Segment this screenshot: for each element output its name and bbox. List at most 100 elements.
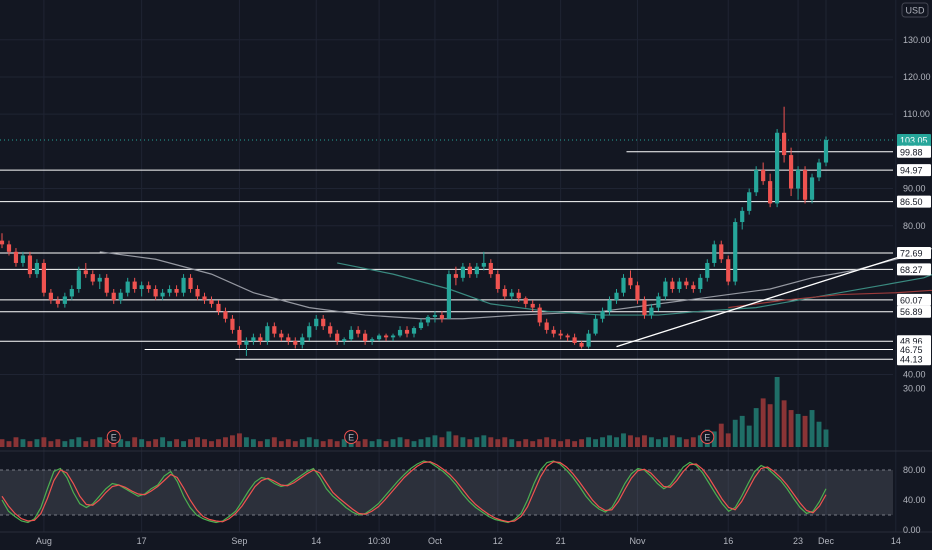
candle-body <box>788 155 794 189</box>
candle-body <box>265 326 270 342</box>
price-label-text: 94.97 <box>900 166 923 176</box>
stoch-d-line <box>1 461 827 523</box>
volume-bar <box>229 435 235 447</box>
candle-body <box>733 222 738 282</box>
time-tick-label: Oct <box>428 536 443 546</box>
volume-bar <box>299 439 305 447</box>
trend-line <box>616 253 910 348</box>
candle-body <box>335 333 340 342</box>
volume-bar <box>621 433 626 447</box>
volume-bar <box>334 441 340 447</box>
candle-body <box>195 289 200 297</box>
volume-bar <box>809 410 815 447</box>
trendline[interactable] <box>616 253 910 348</box>
candle-body <box>719 244 724 260</box>
time-tick-label: 10:30 <box>368 536 391 546</box>
volume-bar <box>76 437 82 447</box>
candle-body <box>132 281 137 289</box>
volume-bar <box>446 431 452 447</box>
candle-body <box>160 292 165 297</box>
candle-body <box>579 342 584 347</box>
volume-bar <box>579 439 585 447</box>
candle-body <box>809 177 815 200</box>
volume-bar <box>739 415 745 447</box>
price-tick-label: 120.00 <box>903 72 931 82</box>
oscillator-tick-label: 0.00 <box>903 525 921 535</box>
currency-label: USD <box>905 6 925 16</box>
volume-bar <box>327 439 333 447</box>
volume-bar <box>718 423 724 447</box>
price-label-box <box>897 164 931 177</box>
volume-bar <box>223 437 228 447</box>
volume-bar <box>243 437 249 447</box>
volume-bar <box>132 437 138 447</box>
candle-body <box>523 298 528 304</box>
volume-bar <box>369 441 375 447</box>
price-axis[interactable]: 30.00 130.00 120.00 110.00 90.00 80.00 40.00 80… <box>897 35 931 535</box>
time-tick-label: 12 <box>493 536 503 546</box>
volume-bar <box>439 437 445 447</box>
volume-bar <box>313 439 319 447</box>
volume-bar <box>383 441 389 447</box>
time-tick-label: Nov <box>629 536 646 546</box>
candle-body <box>139 285 144 289</box>
volume-bar <box>600 437 605 447</box>
candle-body <box>418 322 424 329</box>
volume-bar <box>488 437 494 447</box>
volume-bar <box>320 441 326 447</box>
volume-bar <box>628 435 633 447</box>
horizontal-levels[interactable] <box>0 139 893 360</box>
volume-bar <box>236 433 242 447</box>
currency-badge[interactable]: USD <box>901 2 929 18</box>
candle-body <box>635 285 640 301</box>
volume-bar <box>641 435 647 447</box>
volume-bar <box>425 437 431 447</box>
price-label: 68.27 <box>897 263 931 276</box>
candle-body <box>530 303 535 308</box>
earnings-marker: E <box>700 430 715 444</box>
candle-body <box>111 292 116 301</box>
moving-average-line <box>728 289 932 309</box>
time-tick-label: 17 <box>137 536 147 546</box>
candle-body <box>55 300 60 304</box>
volume-bar <box>460 437 466 447</box>
volume-bar <box>111 441 117 447</box>
price-label-box <box>897 145 931 158</box>
candle-body <box>363 333 368 342</box>
time-tick-label: 16 <box>723 536 733 546</box>
candle-body <box>684 281 689 286</box>
candle-body <box>642 300 647 316</box>
earnings-marker-circle <box>106 430 121 444</box>
candlesticks[interactable] <box>0 106 829 356</box>
candle-body <box>216 303 221 312</box>
volume-bar <box>502 437 508 447</box>
time-tick-label: 23 <box>793 536 803 546</box>
candle-body <box>383 335 389 338</box>
candle-body <box>397 329 403 336</box>
candle-body <box>272 326 277 334</box>
volume-bar <box>34 439 40 447</box>
volume-bar <box>767 404 773 447</box>
volume-bar <box>523 439 529 447</box>
candle-body <box>76 270 81 289</box>
volume-bar <box>669 435 675 447</box>
candle-body <box>509 292 514 297</box>
candle-body <box>69 289 74 297</box>
time-tick-label: 14 <box>311 536 321 546</box>
candle-body <box>754 169 759 193</box>
volume-bar <box>6 441 12 447</box>
candle-body <box>146 285 151 289</box>
volume-bar <box>676 437 682 447</box>
volume-bar <box>537 439 543 447</box>
time-tick-label: 21 <box>556 536 566 546</box>
candle-body <box>467 266 472 275</box>
candle-body <box>181 277 186 293</box>
stoch-k-line <box>1 460 827 524</box>
price-label-box <box>897 195 931 208</box>
price-label-box <box>897 305 931 318</box>
candle-body <box>495 274 500 289</box>
volume-bar <box>648 437 654 447</box>
